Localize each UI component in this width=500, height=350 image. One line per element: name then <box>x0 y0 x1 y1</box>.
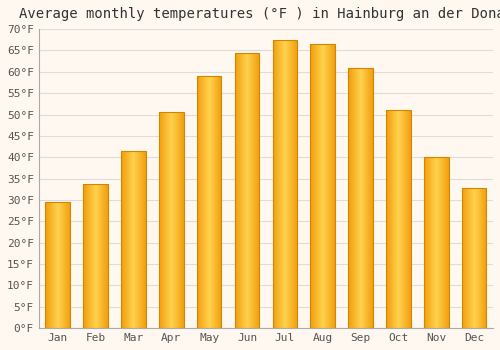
Bar <box>348 68 373 328</box>
Title: Average monthly temperatures (°F ) in Hainburg an der Donau: Average monthly temperatures (°F ) in Ha… <box>19 7 500 21</box>
Bar <box>159 112 184 328</box>
Bar <box>84 184 108 328</box>
Bar <box>197 76 222 328</box>
Bar <box>386 110 410 328</box>
Bar <box>272 40 297 328</box>
Bar <box>310 44 335 328</box>
Bar <box>234 52 260 328</box>
Bar <box>424 157 448 328</box>
Bar <box>121 151 146 328</box>
Bar <box>46 202 70 328</box>
Bar <box>462 188 486 328</box>
